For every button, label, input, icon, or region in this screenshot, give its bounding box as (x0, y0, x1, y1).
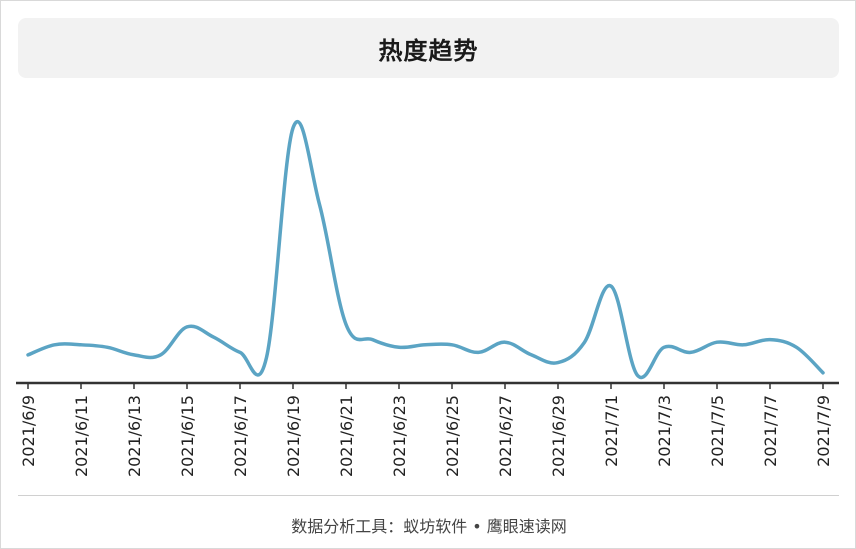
x-axis-ticks: 2021/6/9 2021/6/11 2021/6/13 2021/6/15 2021/… (19, 383, 833, 477)
series-line (26, 119, 825, 380)
x-tick-label: 2021/7/9 (814, 395, 833, 467)
x-tick-label: 2021/6/9 (19, 395, 38, 467)
x-tick-label: 2021/7/5 (708, 395, 727, 467)
title-bar: 热度趋势 (18, 18, 839, 78)
x-tick-label: 2021/6/13 (125, 395, 144, 477)
footer-credit: 数据分析工具：蚁坊软件 • 鹰眼速读网 (291, 517, 567, 536)
x-tick-label: 2021/6/21 (337, 395, 356, 477)
x-tick-label: 2021/6/15 (178, 395, 197, 477)
x-tick-label: 2021/7/7 (761, 395, 780, 467)
x-tick-label: 2021/6/23 (390, 395, 409, 477)
x-tick-label: 2021/6/27 (496, 395, 515, 477)
x-tick-label: 2021/6/17 (231, 395, 250, 477)
x-tick-label: 2021/7/3 (655, 395, 674, 467)
x-tick-label: 2021/6/25 (443, 395, 462, 477)
x-tick-label: 2021/6/11 (72, 395, 91, 477)
chart-title: 热度趋势 (378, 36, 479, 65)
x-tick-label: 2021/7/1 (602, 395, 621, 467)
x-tick-label: 2021/6/29 (549, 395, 568, 477)
footer-divider (18, 495, 839, 496)
x-tick-label: 2021/6/19 (284, 395, 303, 477)
